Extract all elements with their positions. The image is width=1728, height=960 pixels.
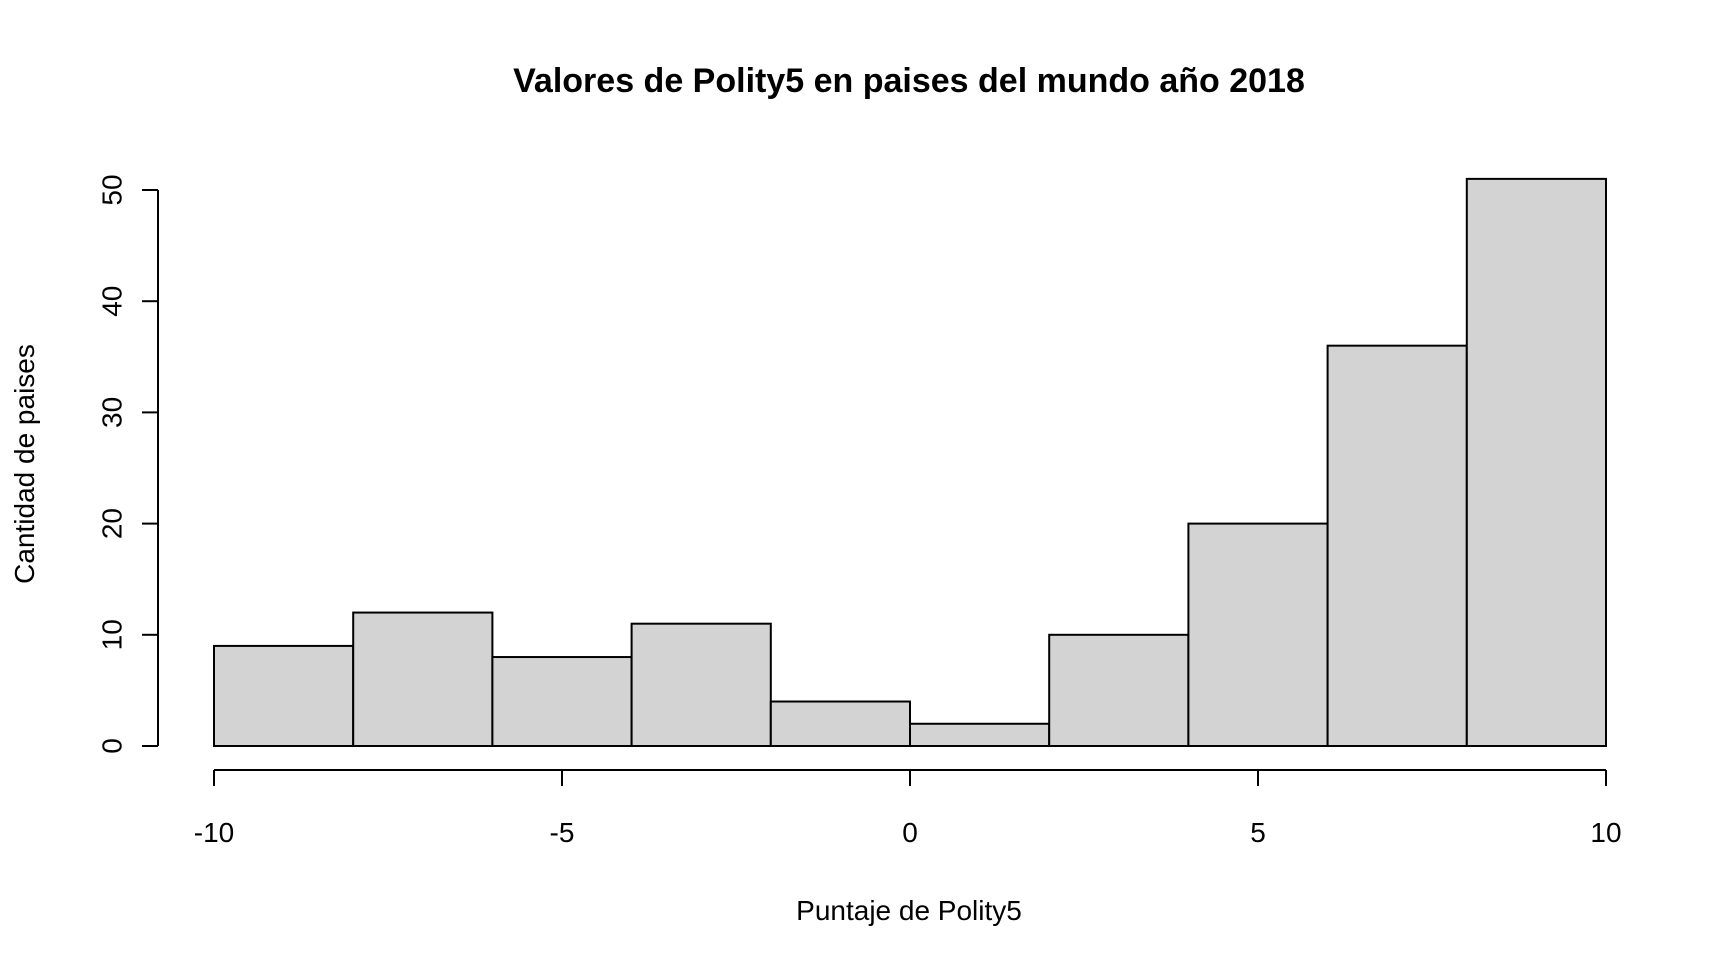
x-tick-label: 5 <box>1250 817 1266 848</box>
histogram-bar <box>1187 522 1329 747</box>
y-tick-label: 40 <box>97 286 128 317</box>
chart-title: Valores de Polity5 en paises del mundo a… <box>513 62 1305 100</box>
y-axis: 0 10 20 30 40 50 <box>97 174 159 754</box>
y-tick-label: 20 <box>97 508 128 539</box>
histogram-bar <box>491 656 633 747</box>
histogram-bar <box>213 644 355 747</box>
y-tick-label: 0 <box>97 738 128 754</box>
histogram-bar <box>909 722 1051 748</box>
histogram-bar <box>352 611 494 747</box>
x-axis: -10 -5 0 5 10 <box>194 769 1622 848</box>
histogram-bar <box>1465 177 1608 747</box>
x-tick-label: 0 <box>902 817 918 848</box>
histogram-bar <box>769 700 911 748</box>
x-tick-label: 10 <box>1590 817 1621 848</box>
y-tick-label: 10 <box>97 619 128 650</box>
histogram-bar <box>1326 344 1468 747</box>
x-tick-label: -5 <box>550 817 575 848</box>
histogram-bar <box>630 622 772 747</box>
bars-group <box>213 177 1608 748</box>
y-tick-label: 30 <box>97 397 128 428</box>
y-axis-label: Cantidad de paises <box>9 344 40 584</box>
x-tick-label: -10 <box>194 817 234 848</box>
x-axis-label: Puntaje de Polity5 <box>796 895 1022 926</box>
histogram-bar <box>1048 633 1190 747</box>
y-tick-label: 50 <box>97 174 128 205</box>
